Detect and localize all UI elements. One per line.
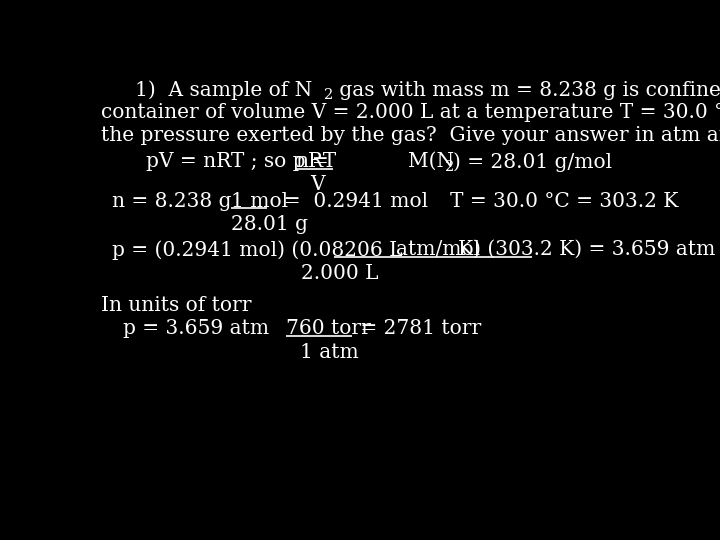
Text: V: V — [310, 175, 325, 194]
Text: = 2781 torr: = 2781 torr — [354, 319, 482, 338]
Text: p = (0.2941 mol) (0.08206 L: p = (0.2941 mol) (0.08206 L — [112, 240, 402, 260]
Text: nRT: nRT — [295, 152, 336, 171]
Text: 1 atm: 1 atm — [300, 343, 359, 362]
Text: M(N: M(N — [408, 152, 454, 171]
Text: n = 8.238 g: n = 8.238 g — [112, 192, 232, 211]
Text: 1)  A sample of N: 1) A sample of N — [135, 80, 312, 100]
Text: K) (303.2 K) = 3.659 atm: K) (303.2 K) = 3.659 atm — [459, 240, 716, 259]
Text: 2: 2 — [445, 160, 454, 173]
Text: 1 mol: 1 mol — [231, 192, 288, 211]
Text: gas with mass m = 8.238 g is confined in a: gas with mass m = 8.238 g is confined in… — [333, 80, 720, 99]
Text: 2.000 L: 2.000 L — [301, 265, 379, 284]
Text: 28.01 g: 28.01 g — [231, 215, 308, 234]
Text: pV = nRT ; so p =: pV = nRT ; so p = — [145, 152, 328, 171]
Text: ) = 28.01 g/mol: ) = 28.01 g/mol — [453, 152, 612, 172]
Text: 2: 2 — [324, 88, 333, 102]
Text: =  0.2941 mol: = 0.2941 mol — [271, 192, 428, 211]
Text: container of volume V = 2.000 L at a temperature T = 30.0 °C.  What is: container of volume V = 2.000 L at a tem… — [101, 104, 720, 123]
Text: atm/mol: atm/mol — [396, 240, 480, 259]
Text: the pressure exerted by the gas?  Give your answer in atm and torr.: the pressure exerted by the gas? Give yo… — [101, 126, 720, 145]
Text: In units of torr: In units of torr — [101, 296, 252, 315]
Text: p = 3.659 atm: p = 3.659 atm — [124, 319, 269, 338]
Text: T = 30.0 °C = 303.2 K: T = 30.0 °C = 303.2 K — [450, 192, 678, 211]
Text: 760 torr: 760 torr — [287, 319, 372, 338]
